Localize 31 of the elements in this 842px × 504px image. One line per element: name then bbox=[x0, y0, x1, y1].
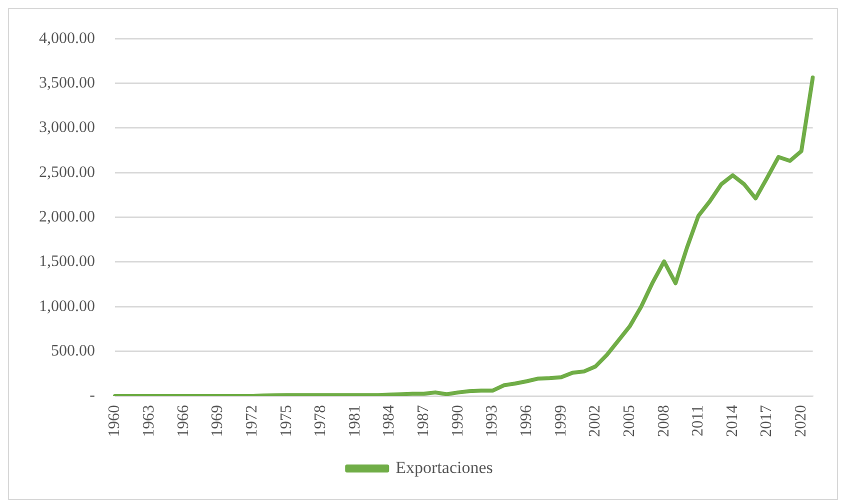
x-tick-label: 2008 bbox=[655, 405, 672, 437]
x-tick-label: 1981 bbox=[346, 405, 364, 437]
x-tick-label: 1975 bbox=[278, 405, 295, 437]
x-tick-label: 1969 bbox=[209, 405, 226, 437]
x-tick-label: 1999 bbox=[552, 405, 570, 437]
x-tick-label: 1966 bbox=[174, 405, 192, 437]
x-tick-label: 1990 bbox=[449, 405, 466, 437]
y-tick-label: - bbox=[90, 387, 95, 404]
x-tick-label: 1963 bbox=[140, 405, 158, 437]
x-tick-label: 2002 bbox=[586, 405, 604, 437]
y-tick-label: 2,000.00 bbox=[39, 208, 95, 226]
x-tick-label: 2011 bbox=[690, 405, 707, 436]
x-tick-label: 1993 bbox=[484, 405, 501, 437]
y-tick-label: 4,000.00 bbox=[39, 30, 95, 47]
x-tick-label: 1978 bbox=[312, 405, 330, 437]
y-tick-label: 3,000.00 bbox=[39, 119, 95, 136]
y-tick-label: 1,000.00 bbox=[39, 298, 95, 315]
x-tick-label: 1972 bbox=[243, 405, 260, 437]
x-tick-label: 2005 bbox=[620, 405, 638, 437]
y-tick-label: 1,500.00 bbox=[39, 253, 95, 270]
x-tick-label: 1987 bbox=[415, 405, 432, 437]
y-tick-label: 3,500.00 bbox=[39, 74, 95, 92]
x-tick-label: 1996 bbox=[518, 405, 536, 437]
legend-label: Exportaciones bbox=[396, 458, 493, 477]
x-tick-label: 2014 bbox=[724, 405, 741, 437]
x-tick-label: 2017 bbox=[758, 405, 776, 437]
x-tick-label: 1984 bbox=[380, 405, 398, 437]
y-tick-label: 2,500.00 bbox=[39, 164, 95, 181]
y-tick-label: 500.00 bbox=[51, 342, 95, 360]
x-tick-label: 2020 bbox=[792, 405, 810, 437]
x-tick-label: 1960 bbox=[106, 405, 124, 437]
